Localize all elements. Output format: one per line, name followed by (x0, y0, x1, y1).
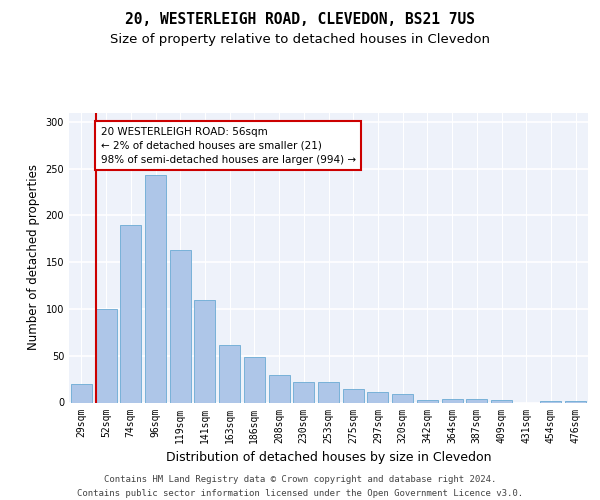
Bar (170, 250, 191, 402)
Bar (293, 382, 314, 402)
Bar (219, 344, 240, 403)
Bar (367, 392, 388, 402)
Bar (194, 300, 215, 403)
Bar (95, 309, 116, 402)
Bar (541, 400, 562, 402)
Bar (417, 400, 438, 402)
Bar (392, 394, 413, 402)
Bar (244, 356, 265, 403)
Bar (565, 400, 586, 402)
Bar (120, 225, 141, 402)
Bar (145, 175, 166, 402)
Bar (71, 384, 92, 402)
Bar (442, 399, 463, 402)
Y-axis label: Number of detached properties: Number of detached properties (27, 164, 40, 350)
Bar (318, 382, 339, 402)
Text: 20 WESTERLEIGH ROAD: 56sqm
← 2% of detached houses are smaller (21)
98% of semi-: 20 WESTERLEIGH ROAD: 56sqm ← 2% of detac… (101, 126, 356, 164)
Bar (491, 400, 512, 402)
Text: 20, WESTERLEIGH ROAD, CLEVEDON, BS21 7US: 20, WESTERLEIGH ROAD, CLEVEDON, BS21 7US (125, 12, 475, 28)
Bar (269, 376, 290, 402)
X-axis label: Distribution of detached houses by size in Clevedon: Distribution of detached houses by size … (166, 451, 491, 464)
Text: Contains HM Land Registry data © Crown copyright and database right 2024.
Contai: Contains HM Land Registry data © Crown c… (77, 476, 523, 498)
Bar (343, 390, 364, 402)
Bar (466, 399, 487, 402)
Text: Size of property relative to detached houses in Clevedon: Size of property relative to detached ho… (110, 32, 490, 46)
